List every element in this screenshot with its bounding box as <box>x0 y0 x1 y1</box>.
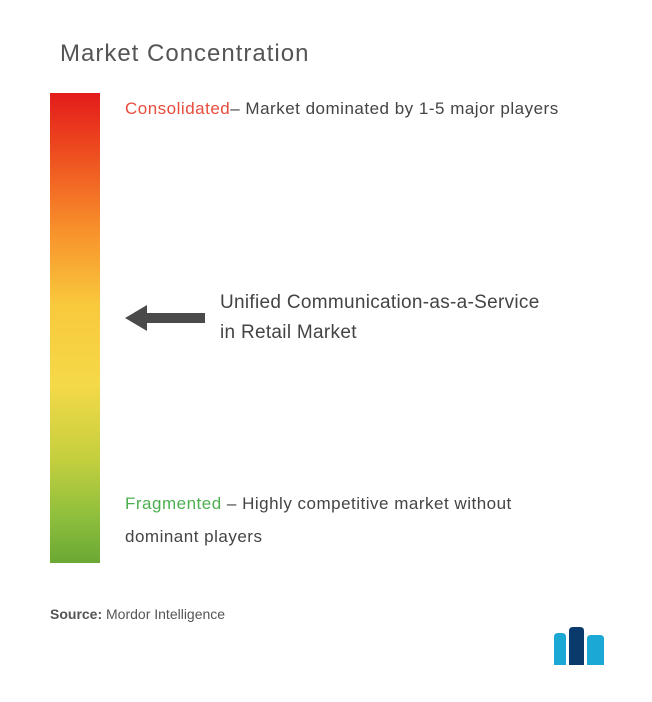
fragmented-description: Fragmented – Highly competitive market w… <box>125 488 582 553</box>
concentration-diagram: Consolidated– Market dominated by 1-5 ma… <box>50 93 602 563</box>
gradient-scale <box>50 93 100 563</box>
source-prefix: Source: <box>50 606 102 622</box>
market-position-marker: Unified Communication-as-a-Service in Re… <box>125 288 540 349</box>
arrow-polygon <box>125 305 205 331</box>
arrow-left-icon <box>125 303 205 333</box>
logo-bar-2 <box>569 627 584 665</box>
consolidated-text: – Market dominated by 1-5 major players <box>230 99 558 118</box>
page-title: Market Concentration <box>60 40 602 68</box>
brand-logo-icon <box>552 627 607 667</box>
market-label: Unified Communication-as-a-Service in Re… <box>220 288 540 349</box>
source-text: Mordor Intelligence <box>106 606 225 622</box>
consolidated-description: Consolidated– Market dominated by 1-5 ma… <box>125 93 582 125</box>
consolidated-label: Consolidated <box>125 99 230 118</box>
labels-column: Consolidated– Market dominated by 1-5 ma… <box>125 93 602 563</box>
scale-rect <box>50 93 100 563</box>
logo-bar-1 <box>554 633 566 665</box>
source-attribution: Source: Mordor Intelligence <box>50 606 225 622</box>
fragmented-label: Fragmented <box>125 494 222 513</box>
logo-bar-3 <box>587 635 604 665</box>
